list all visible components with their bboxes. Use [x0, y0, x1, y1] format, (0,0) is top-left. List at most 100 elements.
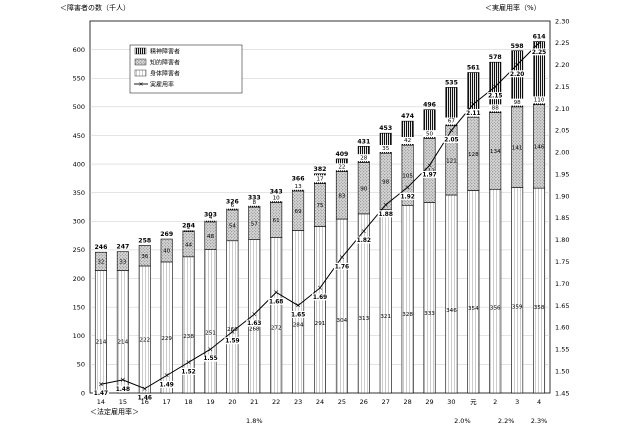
category-label: 29: [425, 398, 433, 406]
category-label: 4: [537, 398, 541, 406]
right-tick-label: 2.30: [555, 17, 569, 25]
rate-marker: ×: [142, 385, 148, 393]
right-tick-label: 2.15: [555, 83, 569, 91]
mental-label-bg: [313, 175, 327, 183]
rate-label-bg: [158, 380, 175, 388]
legend-swatch-mental: [134, 47, 147, 55]
rate-label: 1.49: [160, 382, 174, 388]
segment-label: 321: [380, 314, 391, 320]
segment-label: 42: [404, 138, 411, 144]
segment-label: 22: [338, 165, 345, 171]
mental-label-bg: [357, 154, 371, 162]
total-label: 247: [116, 244, 129, 251]
segment-label: 358: [534, 305, 545, 311]
legal-rate: 2.3%: [531, 417, 548, 425]
mental-label-bg: [488, 104, 502, 112]
segment-label: 266: [227, 327, 238, 333]
mental-label-bg: [182, 223, 196, 231]
segment-label: 121: [446, 159, 457, 165]
category-label: 18: [184, 398, 192, 406]
segment-label: 36: [141, 254, 149, 260]
left-tick-label: 0: [81, 389, 85, 397]
rate-marker: ×: [514, 61, 520, 69]
rate-marker: ×: [251, 310, 257, 318]
bar-intellectual: [94, 251, 107, 271]
segment-label: 33: [119, 259, 127, 265]
mental-label-bg: [423, 130, 437, 138]
bar-mental: [379, 132, 392, 154]
legend-mental: 精神障害者: [150, 48, 180, 56]
mental-label-bg: [532, 96, 546, 104]
left-tick-label: 100: [73, 332, 85, 340]
total-label: 333: [248, 194, 261, 201]
rate-marker: ×: [120, 376, 126, 384]
total-label: 453: [379, 125, 392, 132]
right-tick-label: 2.20: [555, 61, 569, 69]
right-tick-label: 2.00: [555, 149, 569, 157]
right-tick-label: 1.60: [555, 324, 569, 332]
segment-label: 67: [448, 119, 456, 125]
rate-label-bg: [92, 389, 109, 397]
legal-rate: 1.8%: [246, 417, 263, 425]
segment-label: 17: [316, 177, 324, 183]
left-axis-title: ＜障害者の数（千人）: [60, 3, 130, 12]
rate-label: 1.88: [379, 212, 393, 218]
rate-label-bg: [377, 210, 394, 218]
segment-label: 10: [273, 195, 281, 201]
legal-rate-label: ＜法定雇用率＞: [90, 407, 139, 416]
segment-label: 40: [163, 249, 171, 255]
segment-label: 272: [271, 326, 282, 332]
right-tick-label: 1.70: [555, 280, 569, 288]
rate-label-bg: [312, 293, 328, 301]
bar-intellectual: [160, 238, 173, 263]
right-tick-label: 1.45: [555, 389, 569, 397]
bar-mental: [445, 87, 458, 127]
bar-physical: [489, 188, 502, 394]
segment-label: 50: [426, 131, 434, 137]
category-label: 16: [141, 398, 149, 406]
segment-label: 284: [293, 323, 304, 329]
category-label: 23: [294, 398, 302, 406]
right-tick-label: 1.55: [555, 346, 569, 354]
segment-label: 57: [251, 222, 259, 228]
bar-physical: [401, 204, 414, 394]
segment-label: 4: [209, 215, 213, 221]
total-label: 409: [335, 151, 348, 158]
rate-label: 1.48: [116, 387, 130, 393]
right-tick-label: 1.75: [555, 258, 569, 266]
total-label: 246: [94, 244, 107, 251]
left-tick-label: 400: [73, 160, 85, 168]
total-label: 269: [160, 231, 173, 238]
rate-label: 2.15: [488, 94, 502, 100]
bar-physical: [335, 218, 348, 394]
total-label: 382: [314, 166, 327, 173]
segment-label: 141: [512, 145, 523, 151]
segment-label: 105: [402, 173, 413, 179]
rate-marker: ×: [98, 380, 104, 388]
rate-label: 2.11: [466, 111, 480, 117]
rate-label-bg: [443, 135, 460, 143]
segment-label: 88: [492, 106, 500, 112]
rate-marker: ×: [295, 302, 301, 310]
rate-label: 1.65: [291, 312, 305, 318]
total-label: 343: [270, 189, 283, 196]
rate-label-bg: [465, 109, 482, 117]
segment-label: 238: [183, 334, 194, 340]
left-tick-label: 150: [73, 303, 85, 311]
rate-label-bg: [421, 170, 438, 178]
segment-label: 54: [229, 224, 237, 230]
segment-label: 333: [424, 311, 435, 317]
legend-rate-marker: ×: [138, 81, 143, 88]
segment-label: 134: [490, 149, 501, 155]
rate-marker: ×: [470, 100, 476, 108]
legend-rate: 実雇用率: [150, 81, 174, 89]
rate-label-bg: [136, 394, 153, 402]
right-axis-title: ＜実雇用率（%）: [485, 3, 541, 12]
bar-physical: [467, 190, 480, 394]
category-label: 22: [272, 398, 280, 406]
segment-label: 32: [97, 260, 104, 266]
total-label: 303: [204, 212, 217, 219]
rate-marker: ×: [361, 227, 367, 235]
rate-marker: ×: [208, 345, 214, 353]
segment-label: 146: [534, 145, 545, 151]
